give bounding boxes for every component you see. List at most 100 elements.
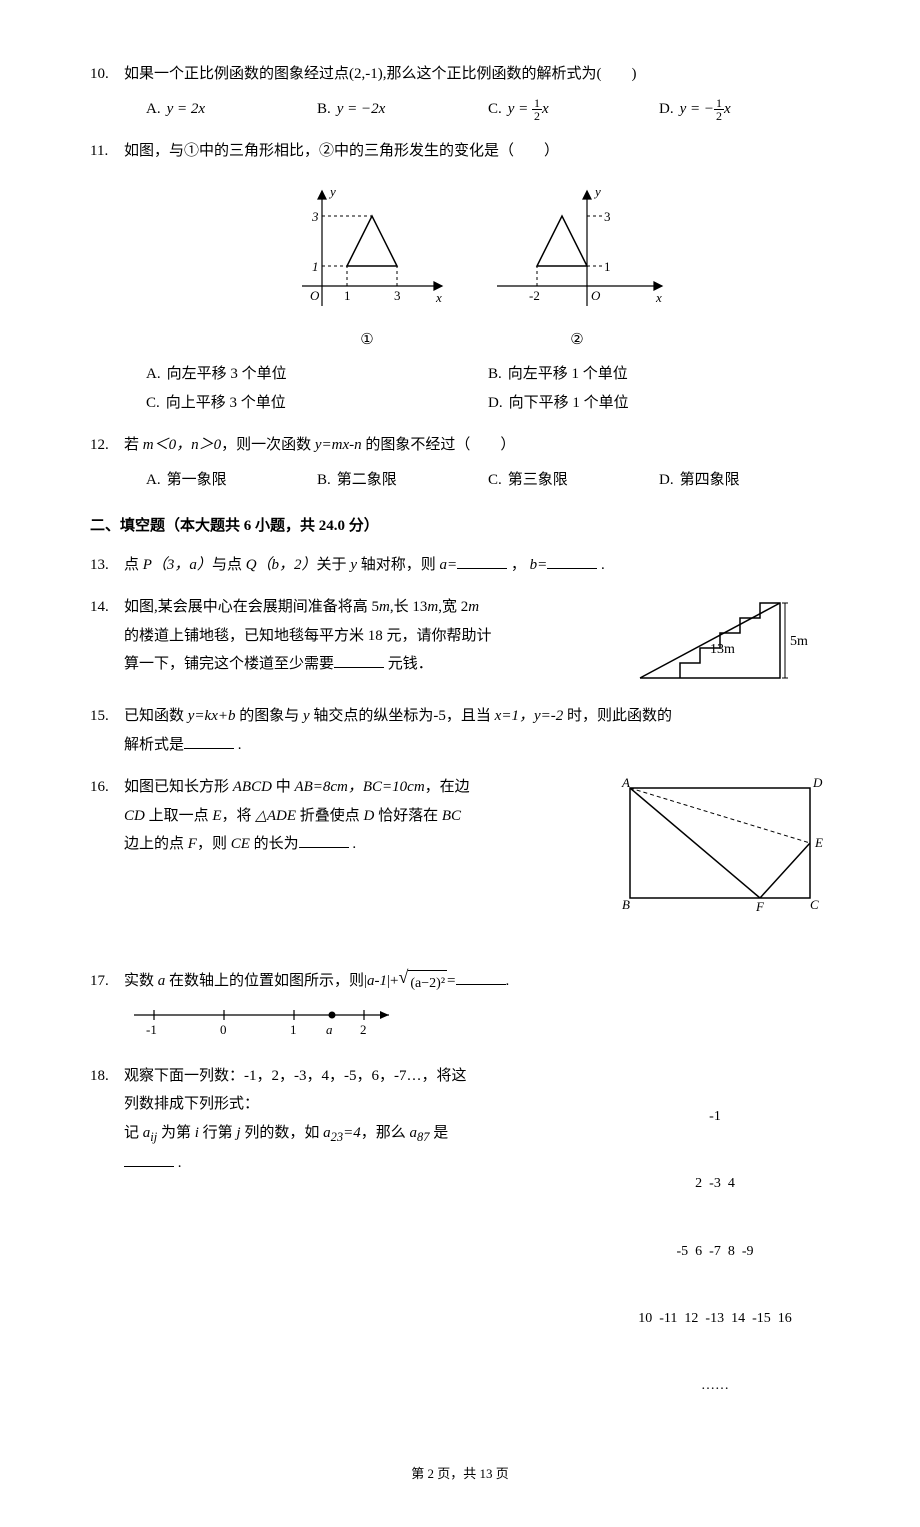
options: A. y = 2x B. y = −2x C. y = 12x D. y = −… bbox=[146, 95, 830, 124]
t: △ADE bbox=[255, 808, 296, 824]
t: . bbox=[597, 557, 605, 573]
numberline-figure: -1 0 1 2 a bbox=[124, 1000, 830, 1040]
l: B. bbox=[317, 466, 331, 495]
question-14: 14. 如图,某会展中心在会展期间准备将高 5m,长 13m,宽 2m 的楼道上… bbox=[90, 593, 830, 688]
line1: 如图已知长方形 ABCD 中 AB=8cm，BC=10cm，在边 bbox=[124, 773, 600, 802]
radical-icon: √ bbox=[399, 968, 409, 996]
option-d: D. y = −12x bbox=[659, 95, 830, 124]
suf: x bbox=[724, 101, 731, 117]
t: 第一象限 bbox=[167, 466, 227, 495]
line1: 如图,某会展中心在会展期间准备将高 5m,长 13m,宽 2m bbox=[124, 593, 620, 622]
t: 的长为 bbox=[250, 836, 299, 852]
qnum: 10. bbox=[90, 60, 124, 123]
qbody: 如图，与①中的三角形相比，②中的三角形发生的变化是（ ） bbox=[124, 137, 830, 417]
line1: 已知函数 y=kx+b 的图象与 y 轴交点的纵坐标为-5，且当 x=1，y=-… bbox=[124, 702, 830, 731]
t: ABCD bbox=[233, 779, 272, 795]
t: 3 bbox=[604, 209, 611, 224]
t: 的图象与 bbox=[235, 708, 303, 724]
blank bbox=[299, 832, 349, 849]
opt-text: y = −12x bbox=[680, 95, 731, 124]
option-d: D.向下平移 1 个单位 bbox=[488, 389, 830, 418]
ylabel: y bbox=[328, 184, 336, 199]
text: 观察下面一列数：-1，2，-3，4，-5，6，-7…，将这 列数排成下列形式： … bbox=[124, 1062, 594, 1178]
l: A. bbox=[146, 360, 161, 389]
t: ，在边 bbox=[425, 779, 470, 795]
t: 向上平移 3 个单位 bbox=[166, 389, 286, 418]
row: -5 6 -7 8 -9 bbox=[600, 1241, 830, 1263]
t: 折叠使点 bbox=[296, 808, 364, 824]
t: 1 bbox=[312, 259, 319, 274]
t: . bbox=[234, 737, 242, 753]
blank bbox=[547, 552, 597, 569]
t: BC bbox=[442, 808, 461, 824]
xlabel: x bbox=[655, 290, 662, 305]
blank bbox=[457, 552, 507, 569]
pre: y = bbox=[508, 101, 532, 117]
qbody: 观察下面一列数：-1，2，-3，4，-5，6，-7…，将这 列数排成下列形式： … bbox=[124, 1062, 830, 1443]
options: A.向左平移 3 个单位 B.向左平移 1 个单位 C.向上平移 3 个单位 D… bbox=[146, 360, 830, 417]
fold-svg: A D B C E F bbox=[610, 773, 830, 913]
E: E bbox=[814, 835, 823, 850]
question-11: 11. 如图，与①中的三角形相比，②中的三角形发生的变化是（ ） bbox=[90, 137, 830, 417]
origin: O bbox=[591, 288, 601, 303]
option-b: B.第二象限 bbox=[317, 466, 488, 495]
option-c: C.第三象限 bbox=[488, 466, 659, 495]
t: 如图已知长方形 bbox=[124, 779, 233, 795]
qnum: 17. bbox=[90, 967, 124, 1048]
qnum: 14. bbox=[90, 593, 124, 688]
option-c: C.向上平移 3 个单位 bbox=[146, 389, 488, 418]
opt-label: A. bbox=[146, 95, 161, 124]
t: D bbox=[364, 808, 375, 824]
t: 行第 bbox=[199, 1125, 237, 1141]
t: 是 bbox=[430, 1125, 449, 1141]
stair-svg: 13m 5m bbox=[630, 593, 830, 688]
blank bbox=[184, 732, 234, 749]
t: aij bbox=[143, 1125, 157, 1141]
text: 如图,某会展中心在会展期间准备将高 5m,长 13m,宽 2m 的楼道上铺地毯，… bbox=[124, 593, 620, 679]
qbody: 已知函数 y=kx+b 的图象与 y 轴交点的纵坐标为-5，且当 x=1，y=-… bbox=[124, 702, 830, 759]
t: . bbox=[349, 836, 357, 852]
qbody: 点 P（3，a）与点 Q（b，2）关于 y 轴对称，则 a= ， b= . bbox=[124, 551, 830, 580]
t: 0 bbox=[220, 1022, 227, 1037]
t: ，则一次函数 bbox=[221, 437, 315, 453]
opt-text: y = 2x bbox=[167, 95, 205, 124]
section-2-header: 二、填空题（本大题共 6 小题，共 24.0 分） bbox=[90, 512, 830, 541]
graph-2: 1 3 -2 O x y ② bbox=[482, 176, 672, 355]
t: 向左平移 1 个单位 bbox=[508, 360, 628, 389]
t: 如图,某会展中心在会展期间准备将高 5 bbox=[124, 599, 379, 615]
question-13: 13. 点 P（3，a）与点 Q（b，2）关于 y 轴对称，则 a= ， b= … bbox=[90, 551, 830, 580]
B: B bbox=[622, 897, 630, 912]
l: A. bbox=[146, 466, 161, 495]
t: 向左平移 3 个单位 bbox=[167, 360, 287, 389]
staircase-figure: 13m 5m bbox=[630, 593, 830, 688]
row: 10 -11 12 -13 14 -15 16 bbox=[600, 1308, 830, 1330]
line2: 解析式是 . bbox=[124, 731, 830, 760]
t: m bbox=[468, 599, 479, 615]
t: = bbox=[447, 973, 455, 989]
line2: 列数排成下列形式： bbox=[124, 1090, 594, 1119]
fraction: 12 bbox=[532, 97, 542, 122]
line3: 记 aij 为第 i 行第 j 列的数，如 a23=4，那么 a87 是 bbox=[124, 1119, 594, 1150]
t: ， bbox=[507, 557, 530, 573]
row: 2 -3 4 bbox=[600, 1173, 830, 1195]
graph2-svg: 1 3 -2 O x y bbox=[482, 176, 672, 326]
t: 1 bbox=[290, 1022, 297, 1037]
stem: 如果一个正比例函数的图象经过点(2,-1),那么这个正比例函数的解析式为( ) bbox=[124, 60, 830, 89]
t: 边上的点 bbox=[124, 836, 188, 852]
t: 轴交点的纵坐标为-5，且当 bbox=[310, 708, 495, 724]
text: 如图已知长方形 ABCD 中 AB=8cm，BC=10cm，在边 CD 上取一点… bbox=[124, 773, 600, 859]
D: D bbox=[812, 775, 823, 790]
t: a87 bbox=[410, 1125, 430, 1141]
qnum: 15. bbox=[90, 702, 124, 759]
opt-label: D. bbox=[659, 95, 674, 124]
t: 轴对称，则 bbox=[357, 557, 440, 573]
arg: (a−2)² bbox=[408, 970, 447, 998]
qbody: 若 m＜0，n＞0，则一次函数 y=mx-n 的图象不经过（ ） A.第一象限 … bbox=[124, 431, 830, 494]
t: 关于 bbox=[317, 557, 351, 573]
t: 点 bbox=[124, 557, 143, 573]
t: 元钱． bbox=[384, 656, 433, 672]
C: C bbox=[810, 897, 819, 912]
ylabel: y bbox=[593, 184, 601, 199]
line2: 的楼道上铺地毯，已知地毯每平方米 18 元，请你帮助计 bbox=[124, 622, 620, 651]
t: 上取一点 bbox=[145, 808, 213, 824]
